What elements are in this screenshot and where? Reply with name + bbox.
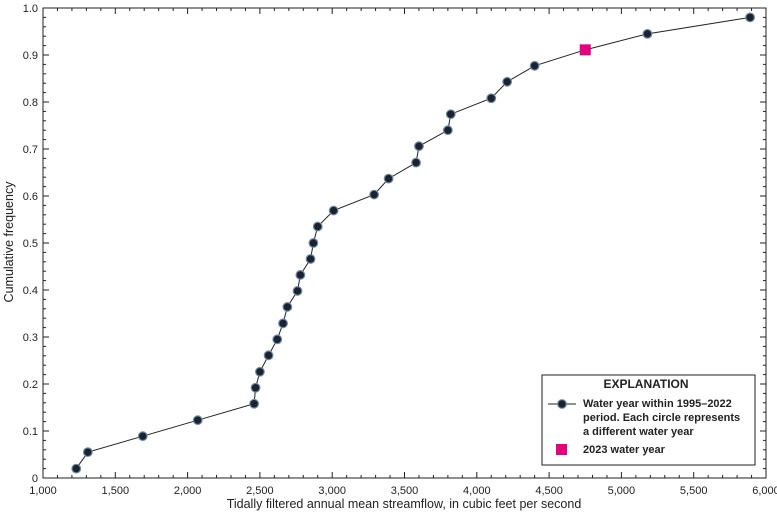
x-tick-label: 2,500 [246, 485, 274, 497]
data-point-circle [192, 415, 203, 426]
data-point-circle [308, 238, 319, 248]
x-tick-label: 1,000 [29, 485, 57, 497]
data-point-circle [272, 334, 283, 345]
data-point-circle [383, 173, 394, 184]
data-points-layer [71, 12, 755, 474]
y-tick-label: 1.0 [23, 3, 38, 15]
legend-title: EXPLANATION [603, 377, 688, 391]
data-point-circle [305, 254, 316, 264]
x-tick-label: 2,000 [174, 485, 202, 497]
axes: 1,000 1,500 2,000 2,500 3,000 3,500 4,000 4,500… [23, 3, 777, 497]
data-point-circle [282, 302, 293, 312]
data-point-circle [442, 125, 453, 136]
x-tick-label: 5,000 [608, 485, 636, 497]
data-point-circle [411, 157, 421, 168]
data-point-circle [369, 189, 380, 200]
data-point-circle [263, 350, 274, 361]
y-tick-label: 0.2 [23, 379, 38, 391]
y-tick-label: 0 [32, 473, 38, 485]
legend: EXPLANATION Water year within 1995–2022 … [541, 374, 756, 466]
y-tick-label: 0.3 [23, 332, 38, 344]
data-point-circle [71, 463, 82, 474]
x-tick-label: 5,500 [680, 485, 708, 497]
y-tick-label: 0.9 [23, 50, 38, 62]
data-point-circle [295, 270, 306, 280]
data-point-circle [82, 447, 93, 458]
data-point-circle [292, 286, 303, 296]
legend-entry-circle-line-2: period. Each circle represents [583, 412, 740, 424]
x-tick-label: 6,000 [752, 485, 777, 497]
data-point-circle [745, 12, 755, 23]
y-tick-label: 0.5 [23, 238, 38, 250]
x-axis-title: Tidally filtered annual mean streamflow,… [227, 497, 582, 511]
legend-box [541, 374, 756, 466]
data-point-circle [642, 28, 653, 39]
data-point-circle [328, 205, 339, 216]
legend-circle-marker [557, 399, 567, 409]
x-tick-label: 4,500 [535, 485, 563, 497]
data-point-square-2023 [579, 44, 591, 56]
legend-entry-square: 2023 water year [583, 444, 666, 456]
y-tick-label: 0.1 [23, 426, 38, 438]
data-point-circle [278, 318, 288, 329]
data-point-circle [137, 431, 148, 442]
x-tick-label: 3,000 [318, 485, 346, 497]
data-point-circle [445, 109, 456, 120]
y-tick-label: 0.7 [23, 144, 38, 156]
y-tick-label: 0.4 [23, 285, 38, 297]
x-tick-label: 1,500 [102, 485, 130, 497]
data-point-circle [414, 141, 424, 152]
data-point-circle [502, 76, 513, 87]
legend-entry-circle-line-1: Water year within 1995–2022 [583, 398, 732, 410]
y-tick-label: 0.6 [23, 191, 38, 203]
data-point-circle [254, 366, 265, 377]
data-point-circle [250, 382, 261, 393]
data-point-circle [529, 60, 540, 71]
y-tick-label: 0.8 [23, 97, 38, 109]
x-tick-label: 4,000 [463, 485, 491, 497]
legend-square-marker [556, 444, 567, 455]
y-axis-title: Cumulative frequency [2, 181, 16, 303]
legend-entry-circle-line-3: a different water year [583, 426, 694, 438]
data-point-circle [486, 93, 497, 104]
data-point-circle [249, 398, 260, 409]
x-tick-label: 3,500 [391, 485, 419, 497]
data-point-circle [312, 221, 323, 232]
